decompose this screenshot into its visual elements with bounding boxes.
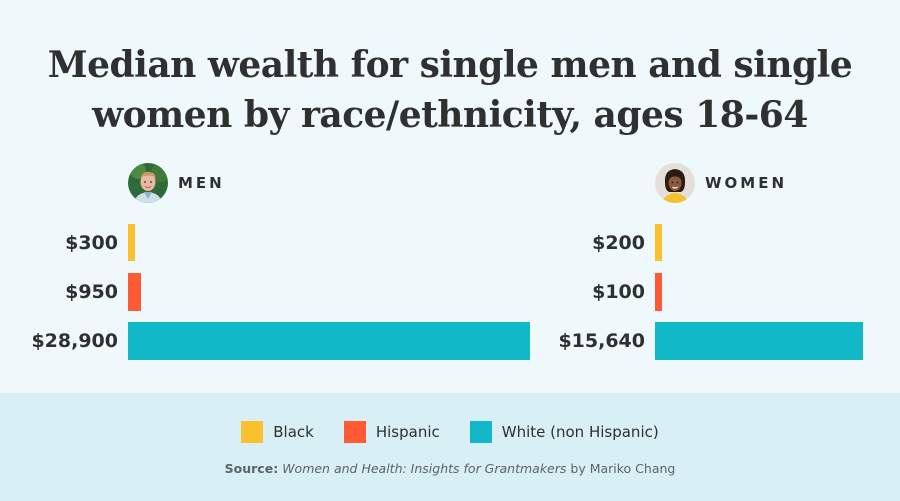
men-value-label-white: $28,900 [31,330,118,352]
women-bar-black [655,224,662,261]
women-bar-hispanic [655,273,662,311]
men-panel-label: MEN [178,174,225,192]
women-value-label-black: $200 [592,231,645,254]
legend-item-white: White (non Hispanic) [469,421,659,443]
men-bar-white [128,322,530,360]
women-panel-header: WOMEN [655,163,787,203]
source-suffix: by Mariko Chang [570,461,676,476]
source-prefix: Source: [224,461,279,476]
chart-title: Median wealth for single men and single … [0,40,900,140]
men-bar-black [128,224,135,261]
legend-label-black: Black [273,423,314,441]
men-panel-header: MEN [128,163,225,203]
women-value-label-white: $15,640 [558,330,645,352]
legend-swatch-white [469,421,492,443]
women-bar-white [655,322,863,360]
legend-label-white: White (non Hispanic) [501,423,659,441]
chart-title-line-2: women by race/ethnicity, ages 18-64 [92,94,808,136]
source-title: Women and Health: Insights for Grantmake… [282,461,567,476]
legend: Black Hispanic White (non Hispanic) [0,421,900,443]
man-portrait-icon [128,163,168,203]
men-value-label-hispanic: $950 [65,281,118,303]
men-value-label-black: $300 [65,231,118,254]
legend-swatch-hispanic [343,421,366,443]
legend-item-black: Black [241,421,314,443]
source-note: Source: Women and Health: Insights for G… [0,461,900,476]
legend-swatch-black [241,421,264,443]
footer-band [0,393,900,501]
legend-label-hispanic: Hispanic [375,423,440,441]
legend-item-hispanic: Hispanic [343,421,440,443]
men-bar-hispanic [128,273,141,311]
woman-portrait-icon [655,163,695,203]
chart-title-line-1: Median wealth for single men and single [47,44,853,86]
women-value-label-hispanic: $100 [592,281,645,303]
women-panel-label: WOMEN [705,174,788,192]
